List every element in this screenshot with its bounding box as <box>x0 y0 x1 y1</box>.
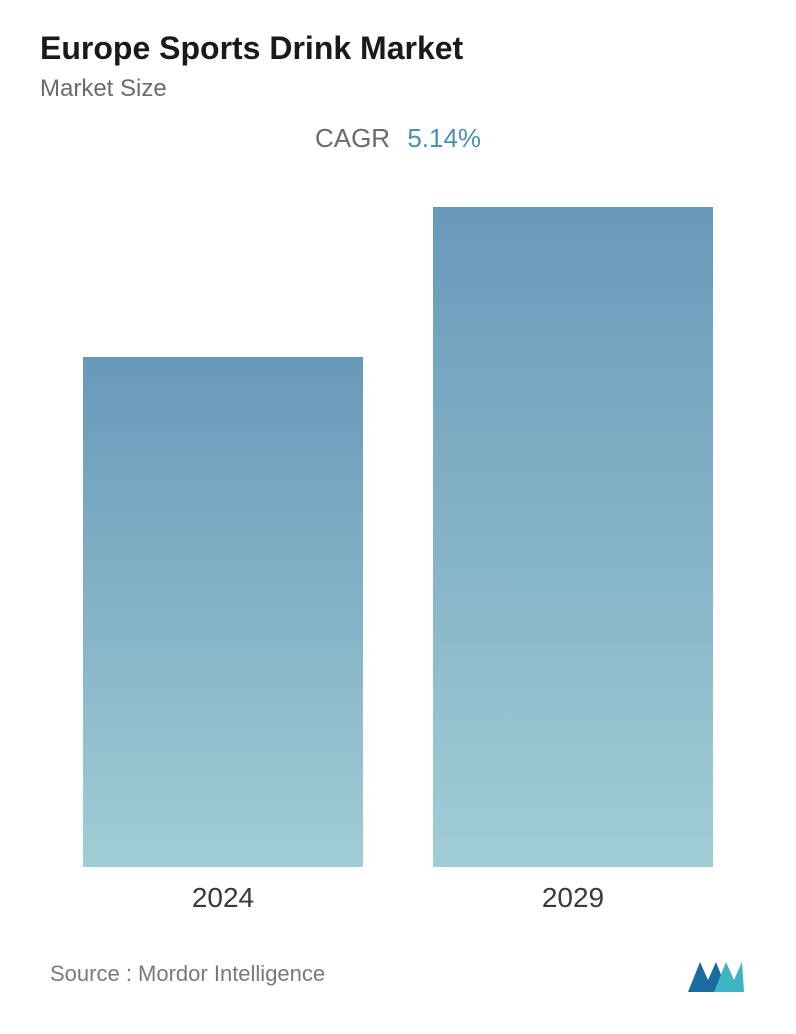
bar-group-2029: 2029 <box>433 207 713 914</box>
chart-container: Europe Sports Drink Market Market Size C… <box>0 0 796 1034</box>
bar-2024 <box>83 357 363 867</box>
bar-2029 <box>433 207 713 867</box>
footer: Source : Mordor Intelligence <box>40 954 756 1004</box>
bar-chart: 2024 2029 <box>40 164 756 934</box>
mordor-logo-icon <box>686 954 746 994</box>
source-text: Source : Mordor Intelligence <box>50 961 325 987</box>
page-title: Europe Sports Drink Market <box>40 30 756 67</box>
cagr-label: CAGR <box>315 123 390 153</box>
bar-label-2029: 2029 <box>542 882 604 914</box>
cagr-row: CAGR 5.14% <box>40 123 756 154</box>
page-subtitle: Market Size <box>40 75 756 103</box>
bar-label-2024: 2024 <box>192 882 254 914</box>
cagr-value: 5.14% <box>407 123 481 153</box>
bar-group-2024: 2024 <box>83 357 363 914</box>
